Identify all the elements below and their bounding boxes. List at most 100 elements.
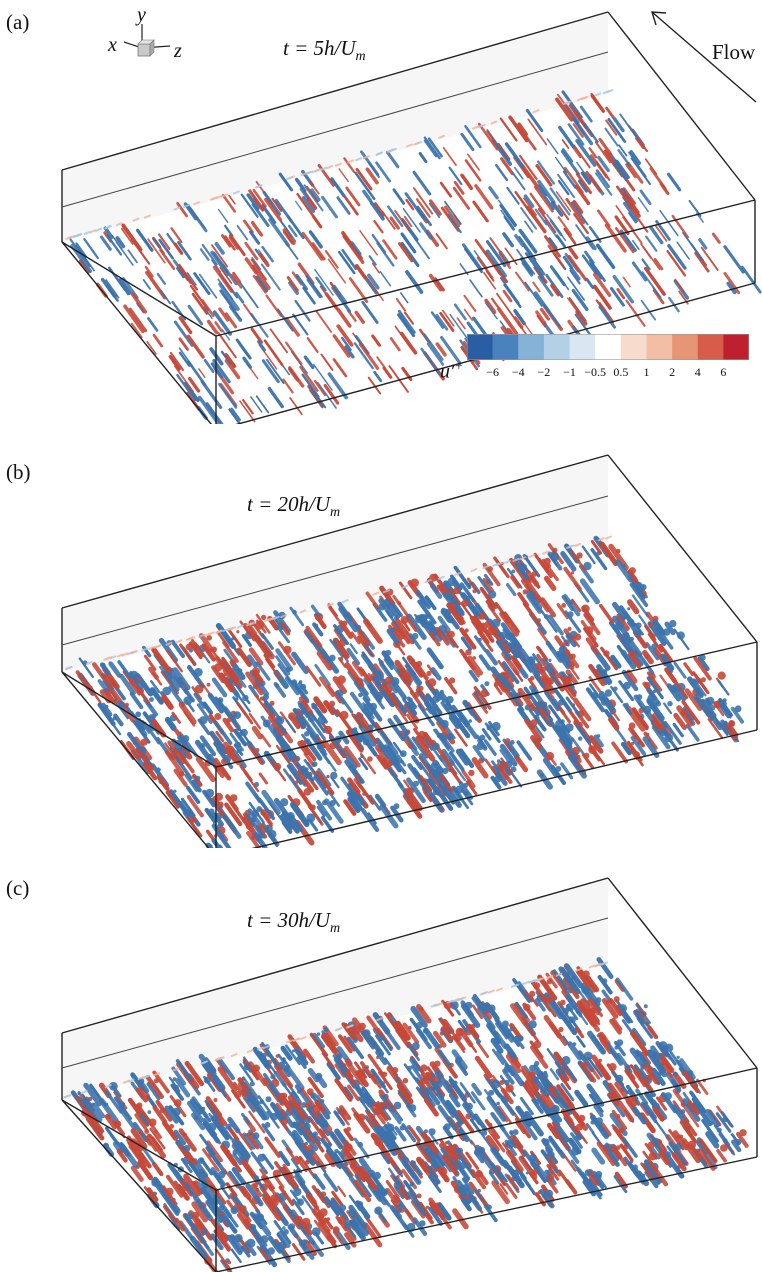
- low-speed-streak: [276, 308, 294, 332]
- high-speed-streak: [587, 1172, 599, 1186]
- vortical-blob: [486, 725, 492, 731]
- vortical-blob: [480, 689, 489, 698]
- high-speed-streak: [261, 812, 273, 828]
- low-speed-streak: [397, 309, 416, 334]
- low-speed-streak: [455, 748, 470, 766]
- wall-fluctuation-mark: [300, 172, 308, 177]
- vortical-blob: [83, 1096, 90, 1103]
- high-speed-streak: [610, 1144, 623, 1160]
- low-speed-streak: [207, 692, 224, 714]
- low-speed-streak: [337, 1150, 349, 1166]
- vortical-blob: [648, 623, 653, 628]
- low-speed-streak: [495, 163, 509, 182]
- high-speed-streak: [698, 1138, 718, 1163]
- vortical-blob: [301, 1217, 311, 1227]
- low-speed-streak: [379, 1034, 393, 1052]
- low-speed-streak: [630, 735, 647, 756]
- low-speed-streak: [378, 598, 394, 618]
- high-speed-streak: [654, 224, 668, 242]
- low-speed-streak: [417, 599, 437, 625]
- low-speed-streak: [305, 738, 323, 761]
- low-speed-streak: [549, 997, 566, 1020]
- vortical-blob: [112, 716, 117, 721]
- low-speed-streak: [199, 1157, 214, 1176]
- high-speed-streak: [540, 597, 557, 618]
- high-speed-streak: [681, 700, 701, 725]
- high-speed-streak: [572, 200, 584, 214]
- low-speed-streak: [571, 201, 589, 226]
- low-speed-streak: [256, 1237, 270, 1255]
- low-speed-streak: [448, 1093, 461, 1108]
- high-speed-streak: [490, 628, 500, 640]
- low-speed-streak: [316, 799, 333, 821]
- wall-fluctuation-mark: [446, 999, 454, 1004]
- vortical-blob: [139, 721, 145, 727]
- low-speed-streak: [362, 189, 373, 203]
- high-speed-streak: [514, 190, 535, 218]
- wall-fluctuation-mark: [355, 157, 363, 162]
- low-speed-streak: [451, 1049, 468, 1070]
- high-speed-streak: [500, 157, 514, 176]
- high-speed-streak: [403, 703, 420, 724]
- high-speed-streak: [190, 639, 205, 657]
- wall-fluctuation-mark: [306, 170, 314, 175]
- low-speed-streak: [118, 1107, 137, 1131]
- high-speed-streak: [185, 1150, 198, 1166]
- high-speed-streak: [135, 747, 154, 772]
- low-speed-streak: [373, 370, 383, 383]
- low-speed-streak: [540, 609, 558, 633]
- wall-fluctuation-mark: [405, 143, 413, 148]
- high-speed-streak: [439, 181, 453, 198]
- high-speed-streak: [398, 1186, 410, 1200]
- wall-fluctuation-mark: [154, 644, 162, 649]
- high-speed-streak: [338, 1034, 353, 1054]
- vortical-blob: [203, 1076, 211, 1084]
- high-speed-streak: [300, 1087, 316, 1108]
- low-speed-streak: [404, 192, 425, 219]
- high-speed-streak: [76, 1095, 94, 1119]
- low-speed-streak: [426, 621, 439, 636]
- vortical-blob: [664, 733, 674, 743]
- high-speed-streak: [439, 774, 454, 793]
- high-speed-streak: [311, 1185, 326, 1204]
- high-speed-streak: [656, 1055, 674, 1078]
- low-speed-streak: [705, 697, 716, 711]
- low-speed-streak: [176, 266, 186, 279]
- low-speed-streak: [239, 281, 259, 309]
- low-speed-streak: [424, 595, 437, 611]
- colorbar-swatch: [543, 334, 570, 360]
- vortical-blob: [234, 1234, 243, 1243]
- high-speed-streak: [343, 799, 357, 816]
- vortical-blob: [353, 727, 358, 732]
- vortical-blob: [613, 686, 618, 692]
- high-speed-streak: [371, 1106, 386, 1125]
- low-speed-streak: [189, 1235, 208, 1259]
- high-speed-streak: [629, 1030, 650, 1056]
- vortical-blob: [472, 589, 477, 594]
- wall-fluctuation-mark: [481, 991, 489, 996]
- low-speed-streak: [374, 793, 387, 808]
- low-speed-streak: [265, 827, 276, 842]
- vortical-blob: [631, 741, 635, 746]
- high-speed-streak: [395, 297, 406, 312]
- vortical-blob: [434, 1202, 440, 1208]
- vortical-blob: [159, 1107, 166, 1114]
- low-speed-streak: [587, 1056, 603, 1078]
- high-speed-streak: [571, 598, 582, 612]
- high-speed-streak: [350, 631, 361, 645]
- wall-fluctuation-mark: [382, 589, 390, 594]
- low-speed-streak: [457, 1019, 468, 1033]
- vortical-blob: [403, 672, 411, 680]
- low-speed-streak: [623, 612, 642, 637]
- high-speed-streak: [505, 1053, 522, 1074]
- low-speed-streak: [326, 1061, 341, 1081]
- high-speed-streak: [258, 253, 270, 268]
- high-speed-streak: [333, 628, 345, 642]
- high-speed-streak: [332, 676, 348, 695]
- low-speed-streak: [336, 196, 351, 215]
- low-speed-streak: [292, 681, 310, 703]
- low-speed-streak: [369, 200, 385, 221]
- high-speed-streak: [299, 365, 319, 392]
- low-speed-streak: [175, 1059, 193, 1082]
- wall-fluctuation-mark: [183, 203, 190, 208]
